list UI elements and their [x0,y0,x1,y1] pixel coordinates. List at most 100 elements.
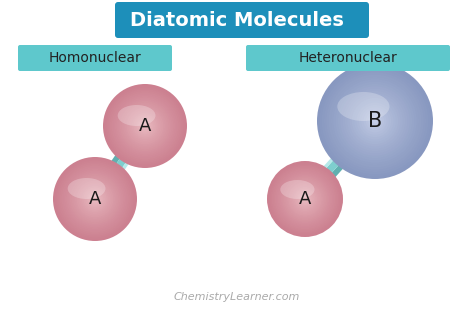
Ellipse shape [82,186,109,212]
Ellipse shape [91,196,99,202]
Ellipse shape [319,65,431,177]
Ellipse shape [290,184,320,214]
Ellipse shape [349,95,401,146]
Ellipse shape [125,106,165,146]
Ellipse shape [303,197,307,201]
Ellipse shape [370,116,380,126]
Ellipse shape [354,100,396,142]
Ellipse shape [361,107,389,135]
Ellipse shape [70,174,120,224]
Ellipse shape [294,188,316,210]
Text: Homonuclear: Homonuclear [49,51,141,65]
Ellipse shape [143,124,146,128]
Ellipse shape [127,108,164,145]
Text: A: A [89,190,101,208]
Ellipse shape [278,172,332,226]
Ellipse shape [331,77,419,165]
Ellipse shape [281,175,329,223]
Ellipse shape [142,123,148,129]
Ellipse shape [103,84,187,168]
Ellipse shape [337,92,390,121]
Ellipse shape [109,91,180,161]
Polygon shape [109,149,132,178]
Ellipse shape [118,99,172,153]
Ellipse shape [317,63,433,179]
Ellipse shape [108,89,182,163]
Ellipse shape [123,104,167,148]
Text: Heteronuclear: Heteronuclear [299,51,397,65]
Ellipse shape [359,105,391,137]
Ellipse shape [340,86,410,156]
Ellipse shape [273,167,337,231]
FancyBboxPatch shape [18,45,172,71]
Ellipse shape [276,170,334,228]
Ellipse shape [75,179,115,219]
Ellipse shape [85,189,105,209]
Polygon shape [325,153,354,184]
Polygon shape [319,148,350,181]
Text: B: B [368,111,382,131]
Ellipse shape [288,182,322,216]
Ellipse shape [55,159,135,239]
Ellipse shape [130,111,160,141]
Ellipse shape [301,194,310,204]
Ellipse shape [328,75,421,167]
Ellipse shape [284,178,326,220]
Ellipse shape [137,118,154,134]
Ellipse shape [121,103,169,150]
Ellipse shape [302,196,308,202]
Ellipse shape [73,177,117,221]
Ellipse shape [347,93,403,149]
Ellipse shape [120,101,170,151]
Ellipse shape [324,70,426,172]
Ellipse shape [106,87,183,165]
Ellipse shape [72,175,118,222]
Ellipse shape [373,119,377,123]
Ellipse shape [322,67,428,174]
Ellipse shape [80,184,110,214]
Text: ChemistryLearner.com: ChemistryLearner.com [174,292,300,302]
Polygon shape [317,146,344,176]
Ellipse shape [285,179,325,219]
Ellipse shape [366,112,384,130]
Ellipse shape [296,190,314,208]
Ellipse shape [135,116,155,136]
Ellipse shape [293,187,317,211]
Ellipse shape [118,105,155,126]
Ellipse shape [343,89,408,154]
Ellipse shape [279,173,331,225]
Ellipse shape [117,97,173,155]
Ellipse shape [299,193,311,205]
Ellipse shape [111,92,179,160]
Ellipse shape [68,178,106,199]
Ellipse shape [88,192,102,206]
Ellipse shape [66,170,124,228]
Ellipse shape [105,86,185,166]
Ellipse shape [87,191,103,207]
Polygon shape [116,153,135,179]
Ellipse shape [132,113,158,139]
Ellipse shape [68,172,122,226]
Ellipse shape [280,180,315,199]
Ellipse shape [140,121,150,131]
Text: A: A [299,190,311,208]
Ellipse shape [78,182,112,216]
Ellipse shape [115,96,175,156]
Ellipse shape [267,161,343,237]
Ellipse shape [368,114,382,128]
Ellipse shape [364,109,387,132]
Ellipse shape [336,81,414,160]
Ellipse shape [63,167,127,231]
Ellipse shape [338,84,412,158]
Ellipse shape [287,181,323,217]
Ellipse shape [113,94,177,158]
Ellipse shape [270,164,340,234]
Ellipse shape [333,79,417,163]
Ellipse shape [352,98,398,144]
Ellipse shape [90,194,100,204]
Ellipse shape [356,102,393,140]
FancyBboxPatch shape [115,2,369,38]
Ellipse shape [297,191,312,207]
Ellipse shape [138,119,152,133]
Ellipse shape [60,164,130,234]
